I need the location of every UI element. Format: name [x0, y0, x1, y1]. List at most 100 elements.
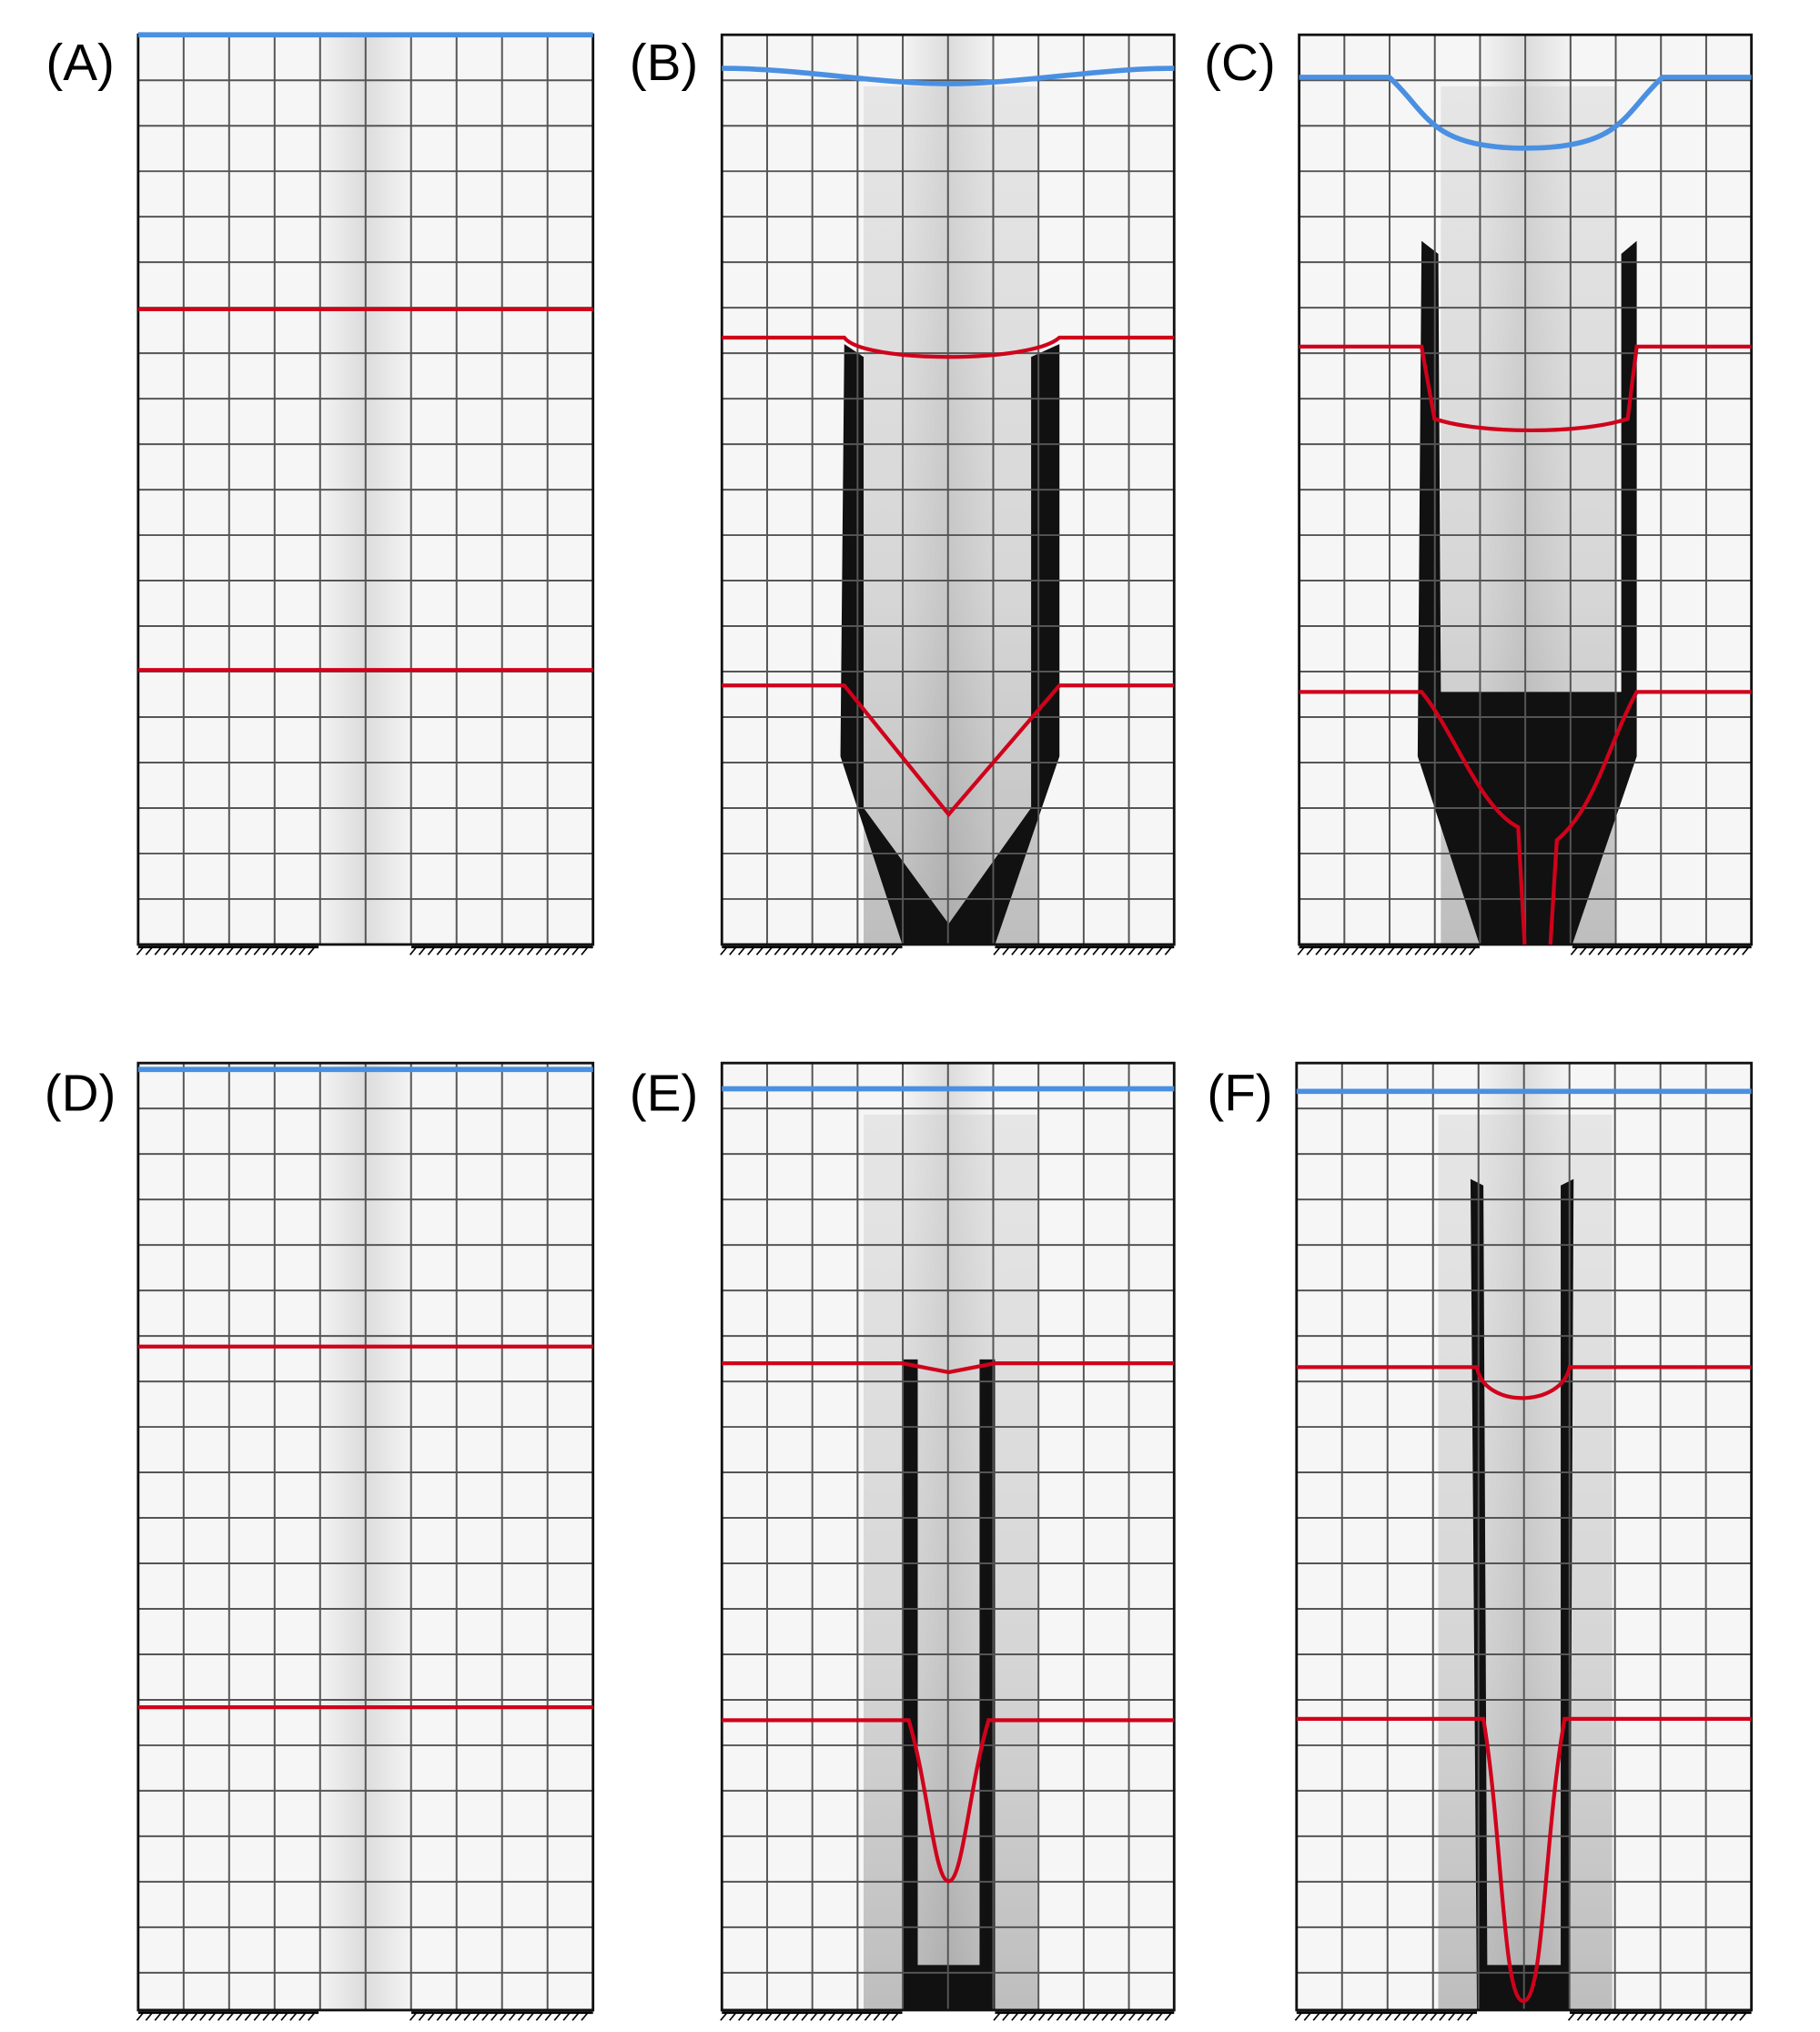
flow-core	[864, 86, 1038, 945]
hatch	[1730, 2012, 1738, 2021]
hatch	[445, 2012, 453, 2021]
hatch	[1588, 946, 1596, 955]
hatch	[1046, 2012, 1056, 2021]
hatch	[1369, 946, 1378, 955]
hatch	[553, 2012, 561, 2021]
hatch	[481, 946, 490, 955]
hatch	[801, 946, 809, 955]
red-line	[722, 335, 1175, 359]
hatch	[500, 946, 508, 955]
frame	[1295, 1061, 1754, 2012]
hatch	[1101, 2012, 1109, 2021]
hatch	[1733, 946, 1741, 955]
hatch	[1669, 946, 1678, 955]
hatch	[508, 2012, 517, 2021]
hatch	[792, 2012, 800, 2021]
hatch	[571, 2012, 580, 2021]
hatch	[500, 2012, 508, 2021]
red-line	[1296, 1365, 1752, 1400]
hatch	[508, 946, 517, 955]
hatch	[1324, 946, 1332, 955]
hatch	[720, 2012, 728, 2021]
hatch	[854, 2012, 864, 2021]
hatch	[828, 946, 836, 955]
hatch	[190, 946, 198, 955]
frame	[136, 1061, 595, 2012]
hatch	[882, 946, 890, 955]
hatch	[810, 2012, 818, 2021]
hatch	[1448, 2012, 1456, 2021]
panel-label: (A)	[46, 35, 114, 92]
hatch	[1137, 946, 1146, 955]
hatch	[873, 946, 882, 955]
hatch	[1146, 946, 1155, 955]
hatch	[190, 2012, 198, 2021]
red-line	[722, 1718, 1175, 1884]
hatch	[418, 946, 427, 955]
hatch	[738, 2012, 746, 2021]
red-line	[722, 683, 1175, 818]
hatch	[819, 946, 827, 955]
hatch	[1101, 946, 1109, 955]
hatch	[280, 946, 288, 955]
hatch	[1164, 946, 1173, 955]
hatch	[729, 2012, 737, 2021]
hatch	[1375, 2012, 1384, 2021]
hatch	[837, 2012, 845, 2021]
hatch	[289, 946, 298, 955]
hatch	[1405, 946, 1413, 955]
hatch	[1613, 2012, 1621, 2021]
hatch	[298, 2012, 307, 2021]
hatch	[1457, 2012, 1465, 2021]
hatch	[1579, 946, 1588, 955]
hatch	[145, 946, 154, 955]
hatch	[993, 946, 1001, 955]
hatch	[172, 946, 180, 955]
hatch	[1466, 2012, 1474, 2021]
hatch	[1119, 946, 1127, 955]
hatch	[891, 2012, 899, 2021]
frame	[1298, 33, 1754, 946]
hatch	[1712, 2012, 1720, 2021]
hatch	[409, 946, 418, 955]
hatch	[490, 2012, 499, 2021]
hatch	[308, 2012, 316, 2021]
hatch	[801, 2012, 809, 2021]
hatch	[454, 946, 462, 955]
panel	[136, 1061, 595, 2021]
hatch	[1387, 946, 1396, 955]
hatch	[226, 2012, 235, 2021]
hatch	[436, 946, 445, 955]
hatch	[562, 2012, 571, 2021]
hatch	[1110, 2012, 1118, 2021]
hatch	[409, 2012, 418, 2021]
hatch	[783, 946, 791, 955]
hatch	[244, 2012, 253, 2021]
hatch	[891, 946, 899, 955]
hatch	[1312, 2012, 1320, 2021]
hatch	[1606, 946, 1614, 955]
granular-wall	[1417, 240, 1637, 945]
hatch	[163, 946, 171, 955]
hatch	[1367, 2012, 1375, 2021]
hatch	[181, 2012, 189, 2021]
hatch	[1724, 946, 1732, 955]
hatch	[1451, 946, 1459, 955]
hatch	[1439, 2012, 1447, 2021]
hatch	[729, 946, 737, 955]
hatch	[1083, 946, 1091, 955]
hatch	[1684, 2012, 1694, 2021]
hatch	[1002, 946, 1010, 955]
hatch	[445, 946, 453, 955]
hatch	[553, 946, 561, 955]
hatch	[298, 946, 307, 955]
hatch	[792, 946, 800, 955]
hatch	[1092, 946, 1100, 955]
hatch	[882, 2012, 890, 2021]
hatch	[1074, 2012, 1082, 2021]
hatch	[436, 2012, 445, 2021]
hatch	[746, 946, 755, 955]
hatch	[1029, 2012, 1037, 2021]
hatch	[136, 2012, 145, 2021]
hatch	[1576, 2012, 1585, 2021]
